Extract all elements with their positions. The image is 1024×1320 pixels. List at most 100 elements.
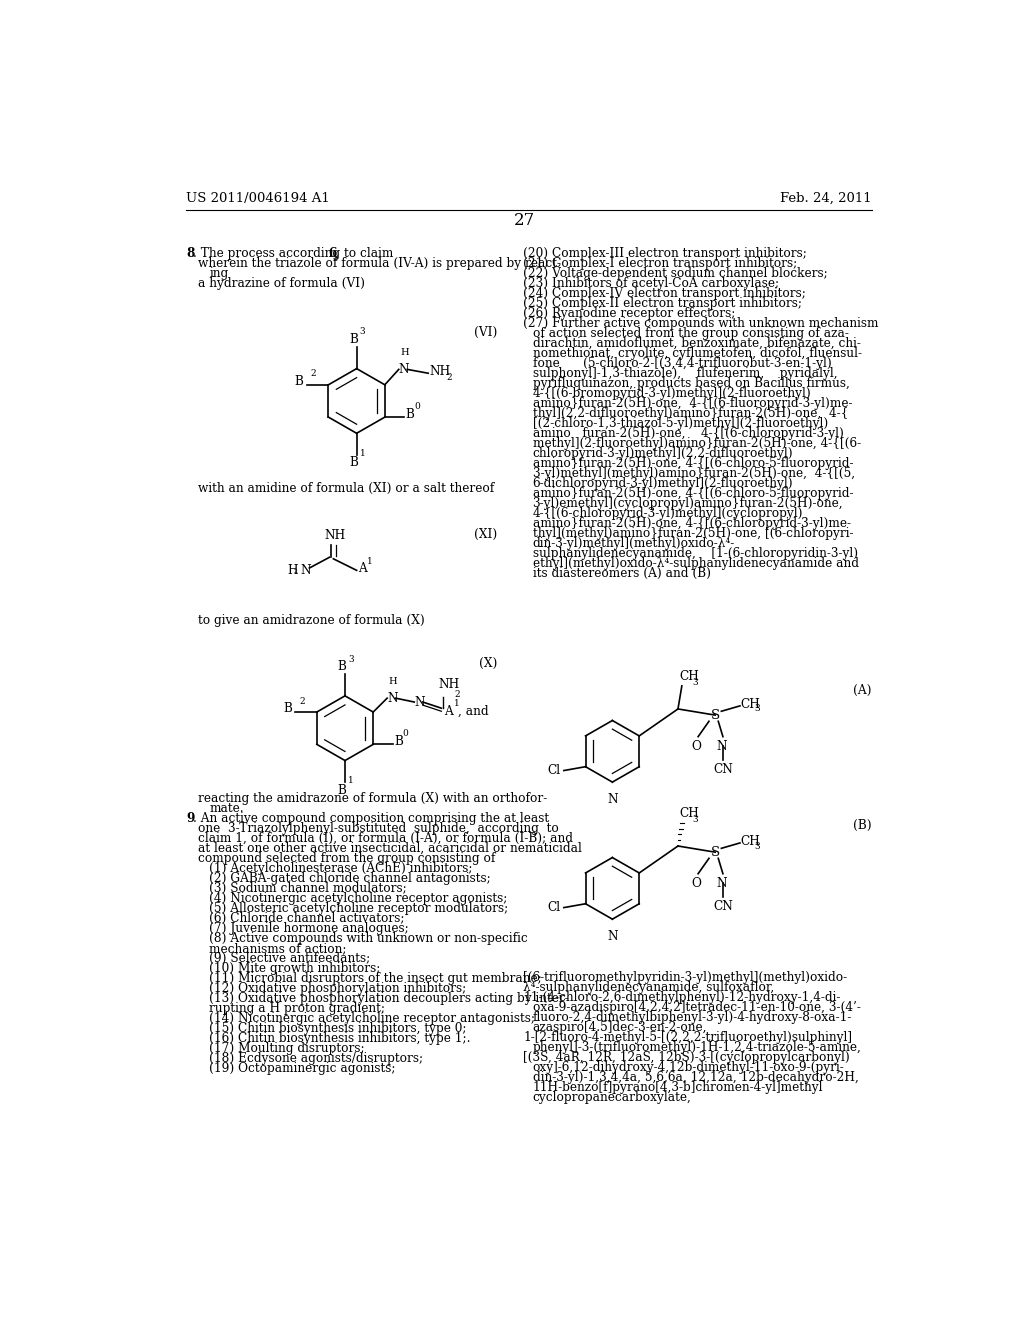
Text: 11-(4-chloro-2,6-dimethylphenyl)-12-hydroxy-1,4-di-: 11-(4-chloro-2,6-dimethylphenyl)-12-hydr… — [523, 991, 841, 1003]
Text: CH: CH — [680, 807, 699, 820]
Text: azaspiro[4.5]dec-3-en-2-one,: azaspiro[4.5]dec-3-en-2-one, — [532, 1020, 707, 1034]
Text: 27: 27 — [514, 211, 536, 228]
Text: 3: 3 — [348, 655, 353, 664]
Text: 3: 3 — [359, 327, 366, 337]
Text: 2: 2 — [455, 690, 460, 700]
Text: dirachtin, amidoflumet, benzoximate, bifenazate, chi-: dirachtin, amidoflumet, benzoximate, bif… — [532, 337, 860, 350]
Text: [(6-trifluoromethylpyridin-3-yl)methyl](methyl)oxido-: [(6-trifluoromethylpyridin-3-yl)methyl](… — [523, 970, 848, 983]
Text: (22) Voltage-dependent sodium channel blockers;: (22) Voltage-dependent sodium channel bl… — [523, 267, 828, 280]
Text: at least one other active insecticidal, acaricidal or nematicidal: at least one other active insecticidal, … — [198, 842, 582, 855]
Text: 9: 9 — [186, 812, 195, 825]
Text: (16) Chitin biosynthesis inhibitors, type 1;.: (16) Chitin biosynthesis inhibitors, typ… — [209, 1032, 471, 1045]
Text: (9) Selective antifeedants;: (9) Selective antifeedants; — [209, 952, 371, 965]
Text: Cl: Cl — [548, 764, 561, 777]
Text: reacting the amidrazone of formula (X) with an orthofor-: reacting the amidrazone of formula (X) w… — [198, 792, 547, 805]
Text: nomethionat, cryolite, cyflumetofen, dicofol, fluensul-: nomethionat, cryolite, cyflumetofen, dic… — [532, 347, 861, 360]
Text: 3: 3 — [692, 678, 698, 688]
Text: B: B — [295, 375, 304, 388]
Text: S: S — [711, 846, 720, 859]
Text: sulphanylidenecyanamide,    [1-(6-chloropyridin-3-yl): sulphanylidenecyanamide, [1-(6-chloropyr… — [532, 548, 858, 560]
Text: 3: 3 — [692, 816, 698, 825]
Text: CN: CN — [713, 763, 733, 776]
Text: N: N — [398, 363, 410, 376]
Text: (20) Complex-III electron transport inhibitors;: (20) Complex-III electron transport inhi… — [523, 247, 807, 260]
Text: 3: 3 — [754, 705, 760, 713]
Text: amino}furan-2(5H)-one, 4-{[(6-chloropyrid-3-yl)me-: amino}furan-2(5H)-one, 4-{[(6-chloropyri… — [532, 517, 851, 531]
Text: 3-yl)emethyl](cyclopropyl)amino}furan-2(5H)-one,: 3-yl)emethyl](cyclopropyl)amino}furan-2(… — [532, 498, 843, 511]
Text: 1: 1 — [367, 557, 373, 565]
Text: ethyl](methyl)oxido-λ⁴-sulphanylidenecyanamide and: ethyl](methyl)oxido-λ⁴-sulphanylidenecya… — [532, 557, 858, 570]
Text: of action selected from the group consisting of aza-: of action selected from the group consis… — [532, 327, 849, 341]
Text: pyrifluquinazon, products based on Bacillus firmus,: pyrifluquinazon, products based on Bacil… — [532, 378, 850, 391]
Text: amino}furan-2(5H)-one, 4-{[(6-chloro-5-fluoropyrid-: amino}furan-2(5H)-one, 4-{[(6-chloro-5-f… — [532, 457, 853, 470]
Text: NH: NH — [438, 678, 460, 692]
Text: (4) Nicotinergic acetylcholine receptor agonists;: (4) Nicotinergic acetylcholine receptor … — [209, 892, 508, 906]
Text: amino}furan-2(5H)-one,  4-{[(6-fluoropyrid-3-yl)me-: amino}furan-2(5H)-one, 4-{[(6-fluoropyri… — [532, 397, 852, 411]
Text: [(3S, 4aR, 12R, 12aS, 12bS)-3-[(cyclopropylcarbonyl): [(3S, 4aR, 12R, 12aS, 12bS)-3-[(cyclopro… — [523, 1051, 850, 1064]
Text: thyl](methyl)amino}furan-2(5H)-one, [(6-chloropyri-: thyl](methyl)amino}furan-2(5H)-one, [(6-… — [532, 527, 853, 540]
Text: CH: CH — [680, 669, 699, 682]
Text: (6) Chloride channel activators;: (6) Chloride channel activators; — [209, 912, 404, 925]
Text: (24) Complex-IV electron transport inhibitors;: (24) Complex-IV electron transport inhib… — [523, 286, 806, 300]
Text: N: N — [607, 929, 617, 942]
Text: B: B — [394, 735, 403, 748]
Text: , and: , and — [459, 705, 489, 718]
Text: (25) Complex-II electron transport inhibitors;: (25) Complex-II electron transport inhib… — [523, 297, 802, 310]
Text: 2: 2 — [310, 370, 316, 379]
Text: rupting a H proton gradient;: rupting a H proton gradient; — [209, 1002, 385, 1015]
Text: (3) Sodium channel modulators;: (3) Sodium channel modulators; — [209, 882, 408, 895]
Text: 0: 0 — [415, 401, 420, 411]
Text: compound selected from the group consisting of: compound selected from the group consist… — [198, 853, 496, 865]
Text: (15) Chitin biosynthesis inhibitors, type 0;: (15) Chitin biosynthesis inhibitors, typ… — [209, 1022, 467, 1035]
Text: amino   furan-2(5H)-one,    4-{[(6-chloropyrid-3-yl): amino furan-2(5H)-one, 4-{[(6-chloropyri… — [532, 428, 844, 440]
Text: methyl](2-fluoroethyl)amino}furan-2(5H)-one, 4-{[(6-: methyl](2-fluoroethyl)amino}furan-2(5H)-… — [532, 437, 861, 450]
Text: mate.: mate. — [209, 803, 244, 816]
Text: din-3-yl)-1,3,4,4a, 5,6,6a, 12,12a, 12b-decahydro-2H,: din-3-yl)-1,3,4,4a, 5,6,6a, 12,12a, 12b-… — [532, 1071, 858, 1084]
Text: N: N — [607, 793, 617, 807]
Text: (X): (X) — [478, 657, 497, 671]
Text: (17) Moulting disruptors;: (17) Moulting disruptors; — [209, 1043, 365, 1056]
Text: H: H — [389, 677, 397, 686]
Text: (18) Ecdysone agonists/disruptors;: (18) Ecdysone agonists/disruptors; — [209, 1052, 424, 1065]
Text: N: N — [716, 876, 727, 890]
Text: phenyl]-3-(trifluoromethyl)-1H-1,2,4-triazole-5-amine,: phenyl]-3-(trifluoromethyl)-1H-1,2,4-tri… — [532, 1040, 861, 1053]
Text: oxa-9-azadispiro[4.2.4.2]tetradec-11-en-10-one, 3-(4’-: oxa-9-azadispiro[4.2.4.2]tetradec-11-en-… — [532, 1001, 860, 1014]
Text: (B): (B) — [853, 818, 872, 832]
Text: B: B — [283, 702, 292, 715]
Text: S: S — [711, 709, 720, 722]
Text: O: O — [691, 739, 701, 752]
Text: N: N — [387, 692, 397, 705]
Text: A: A — [444, 705, 454, 718]
Text: mechanisms of action;: mechanisms of action; — [209, 942, 347, 956]
Text: one  3-Triazolylphenyl-substituted  sulphide,  according  to: one 3-Triazolylphenyl-substituted sulphi… — [198, 822, 558, 836]
Text: chloropyrid-3-yl)methyl](2,2-difluoroethyl): chloropyrid-3-yl)methyl](2,2-difluoroeth… — [532, 447, 794, 461]
Text: 2: 2 — [446, 374, 452, 383]
Text: 1: 1 — [454, 700, 460, 708]
Text: (19) Octopaminergic agonists;: (19) Octopaminergic agonists; — [209, 1063, 396, 1076]
Text: N: N — [716, 739, 727, 752]
Text: (27) Further active compounds with unknown mechanism: (27) Further active compounds with unkno… — [523, 317, 879, 330]
Text: [(2-chloro-1,3-thiazol-5-yl)methyl](2-fluoroethyl): [(2-chloro-1,3-thiazol-5-yl)methyl](2-fl… — [532, 417, 827, 430]
Text: din-3-yl)methyl](methyl)oxido-λ⁴-: din-3-yl)methyl](methyl)oxido-λ⁴- — [532, 537, 735, 550]
Text: 1: 1 — [348, 776, 354, 785]
Text: λ⁴-sulphanylidenecyanamide, sulfoxaflor,: λ⁴-sulphanylidenecyanamide, sulfoxaflor, — [523, 981, 774, 994]
Text: 1: 1 — [359, 449, 366, 458]
Text: N: N — [300, 564, 310, 577]
Text: 3: 3 — [754, 842, 760, 850]
Text: with an amidine of formula (XI) or a salt thereof: with an amidine of formula (XI) or a sal… — [198, 482, 494, 495]
Text: (5) Allosteric acetylcholine receptor modulators;: (5) Allosteric acetylcholine receptor mo… — [209, 903, 509, 915]
Text: 4-{[(6-bromopyrid-3-yl)methyl](2-fluoroethyl): 4-{[(6-bromopyrid-3-yl)methyl](2-fluoroe… — [532, 387, 811, 400]
Text: A: A — [358, 562, 367, 576]
Text: its diastereomers (A) and (B): its diastereomers (A) and (B) — [532, 568, 711, 581]
Text: fluoro-2,4-dimethylbiphenyl-3-yl)-4-hydroxy-8-oxa-1-: fluoro-2,4-dimethylbiphenyl-3-yl)-4-hydr… — [532, 1011, 852, 1024]
Text: 8: 8 — [186, 247, 195, 260]
Text: claim 1, of formula (I), or formula (I-A), or formula (I-B); and: claim 1, of formula (I), or formula (I-A… — [198, 832, 572, 845]
Text: O: O — [691, 876, 701, 890]
Text: a hydrazine of formula (VI): a hydrazine of formula (VI) — [198, 277, 365, 290]
Text: (21) Complex-I electron transport inhibitors;: (21) Complex-I electron transport inhibi… — [523, 257, 798, 271]
Text: (2) GABA-gated chloride channel antagonists;: (2) GABA-gated chloride channel antagoni… — [209, 873, 492, 886]
Text: Cl: Cl — [548, 902, 561, 915]
Text: B: B — [349, 333, 358, 346]
Text: to give an amidrazone of formula (X): to give an amidrazone of formula (X) — [198, 614, 425, 627]
Text: (XI): (XI) — [474, 528, 497, 541]
